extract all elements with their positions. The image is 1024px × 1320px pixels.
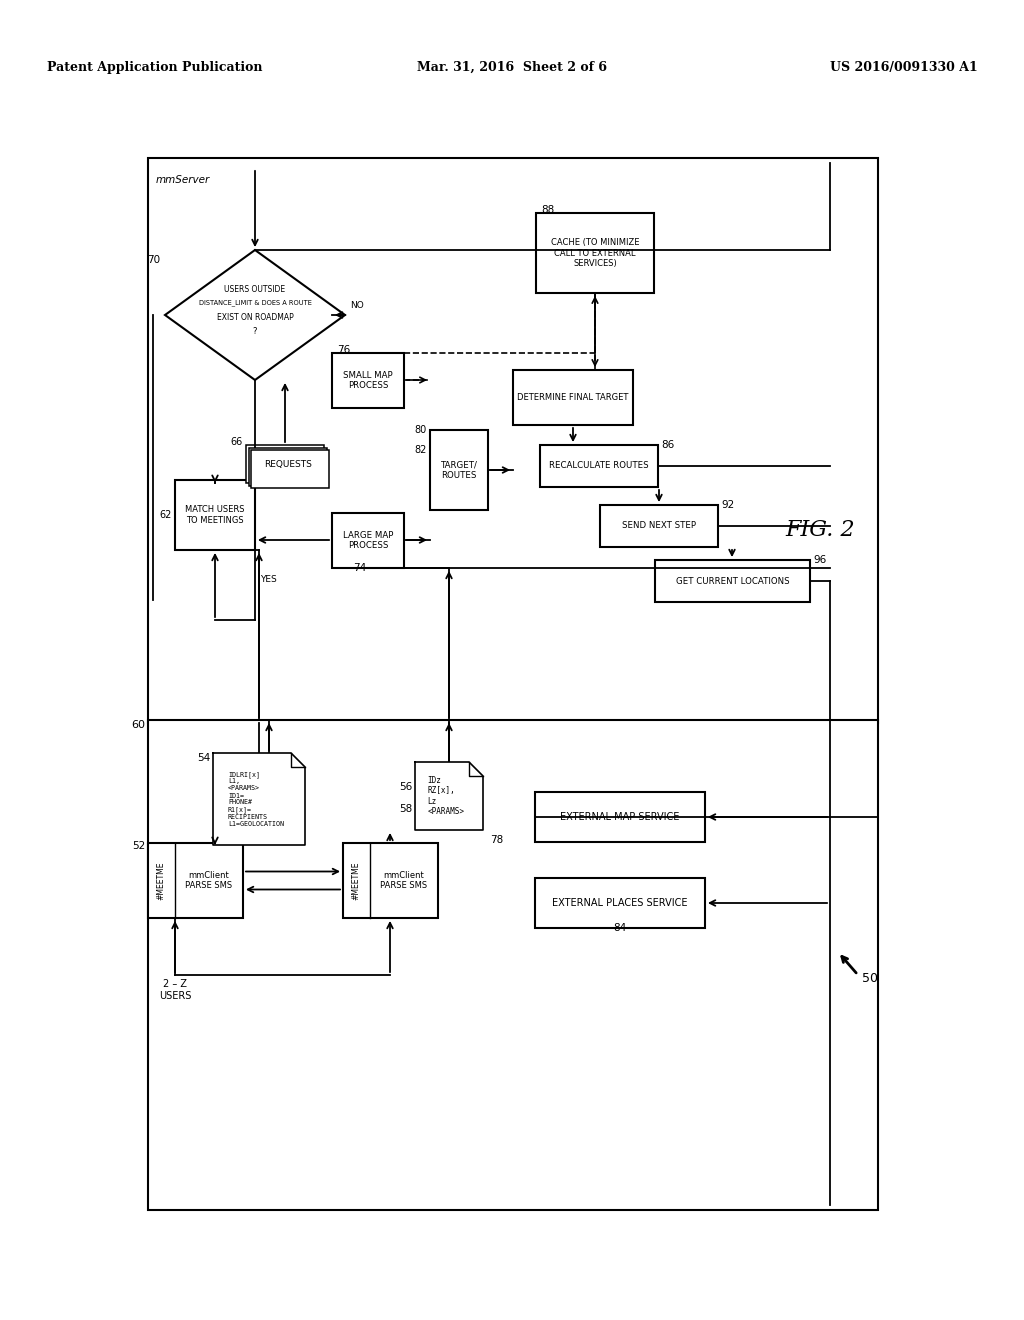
- Text: IDz
RZ[x],
Lz
<PARAMS>: IDz RZ[x], Lz <PARAMS>: [427, 776, 465, 816]
- Bar: [343, 843, 438, 917]
- Text: 56: 56: [398, 781, 412, 792]
- Text: ?: ?: [253, 326, 257, 335]
- Text: RECALCULATE ROUTES: RECALCULATE ROUTES: [549, 462, 649, 470]
- Bar: [332, 513, 404, 568]
- Text: 76: 76: [337, 345, 350, 355]
- Text: SMALL MAP
PROCESS: SMALL MAP PROCESS: [343, 371, 393, 391]
- Bar: [430, 430, 488, 510]
- Text: 2 – Z
USERS: 2 – Z USERS: [159, 979, 191, 1001]
- Bar: [535, 792, 705, 842]
- Bar: [655, 560, 810, 602]
- Text: FIG. 2: FIG. 2: [785, 519, 855, 541]
- Text: 84: 84: [613, 923, 627, 933]
- Polygon shape: [165, 249, 345, 380]
- Text: TARGET/
ROUTES: TARGET/ ROUTES: [440, 461, 477, 479]
- Bar: [148, 843, 243, 917]
- Bar: [246, 445, 324, 483]
- Text: 92: 92: [721, 500, 734, 510]
- Text: EXTERNAL PLACES SERVICE: EXTERNAL PLACES SERVICE: [552, 898, 688, 908]
- Text: IDLRI[x]
L1,
<PARAMS>
ID1=
PHONE#
R1[x]=
RECIPIENTS
L1=GEOLOCATION: IDLRI[x] L1, <PARAMS> ID1= PHONE# R1[x]=…: [228, 771, 284, 828]
- Text: 66: 66: [230, 437, 243, 447]
- Bar: [249, 447, 327, 486]
- Bar: [535, 878, 705, 928]
- Bar: [148, 719, 878, 1210]
- Text: 78: 78: [490, 836, 503, 845]
- Text: #MEETME: #MEETME: [351, 861, 360, 900]
- Text: YES: YES: [260, 576, 276, 585]
- Text: 52: 52: [132, 841, 145, 851]
- Bar: [600, 506, 718, 546]
- Text: 62: 62: [160, 510, 172, 520]
- Text: DETERMINE FINAL TARGET: DETERMINE FINAL TARGET: [517, 393, 629, 403]
- Text: MATCH USERS
TO MEETINGS: MATCH USERS TO MEETINGS: [185, 506, 245, 525]
- Bar: [536, 213, 654, 293]
- Text: EXTERNAL MAP SERVICE: EXTERNAL MAP SERVICE: [560, 812, 680, 822]
- Text: 74: 74: [353, 564, 367, 573]
- Bar: [513, 370, 633, 425]
- Polygon shape: [213, 752, 305, 845]
- Text: USERS OUTSIDE: USERS OUTSIDE: [224, 285, 286, 294]
- Text: mmClient
PARSE SMS: mmClient PARSE SMS: [381, 871, 428, 890]
- Text: 88: 88: [541, 205, 554, 215]
- Text: 86: 86: [662, 440, 674, 450]
- Text: Mar. 31, 2016  Sheet 2 of 6: Mar. 31, 2016 Sheet 2 of 6: [417, 61, 607, 74]
- Text: 96: 96: [813, 554, 826, 565]
- Text: EXIST ON ROADMAP: EXIST ON ROADMAP: [217, 313, 293, 322]
- Text: SEND NEXT STEP: SEND NEXT STEP: [622, 521, 696, 531]
- Text: 54: 54: [197, 752, 210, 763]
- Text: 70: 70: [146, 255, 160, 265]
- Bar: [540, 445, 658, 487]
- Polygon shape: [415, 762, 483, 830]
- Bar: [251, 450, 329, 488]
- Text: mmServer: mmServer: [156, 176, 210, 185]
- Text: GET CURRENT LOCATIONS: GET CURRENT LOCATIONS: [676, 577, 790, 586]
- Text: US 2016/0091330 A1: US 2016/0091330 A1: [830, 61, 978, 74]
- Text: REQUESTS: REQUESTS: [264, 459, 312, 469]
- Text: NO: NO: [350, 301, 364, 309]
- Bar: [175, 480, 255, 550]
- Text: 60: 60: [131, 719, 145, 730]
- Text: CACHE (TO MINIMIZE
CALL TO EXTERNAL
SERVICES): CACHE (TO MINIMIZE CALL TO EXTERNAL SERV…: [551, 238, 639, 268]
- Text: LARGE MAP
PROCESS: LARGE MAP PROCESS: [343, 531, 393, 550]
- Text: 50: 50: [862, 972, 878, 985]
- Text: 82: 82: [415, 445, 427, 455]
- Text: DISTANCE_LIMIT & DOES A ROUTE: DISTANCE_LIMIT & DOES A ROUTE: [199, 300, 311, 306]
- Text: mmClient
PARSE SMS: mmClient PARSE SMS: [185, 871, 232, 890]
- Text: Patent Application Publication: Patent Application Publication: [47, 61, 262, 74]
- Text: #MEETME: #MEETME: [157, 861, 166, 900]
- Bar: [148, 158, 878, 723]
- Bar: [332, 352, 404, 408]
- Text: 58: 58: [398, 804, 412, 814]
- Text: 80: 80: [415, 425, 427, 436]
